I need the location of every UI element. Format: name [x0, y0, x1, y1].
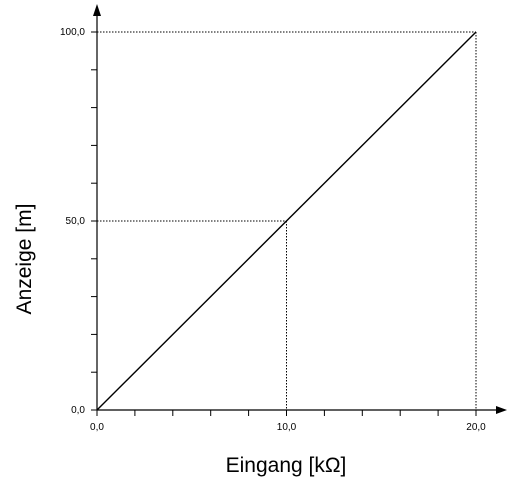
axes: [93, 4, 507, 414]
x-axis-arrow-icon: [496, 406, 507, 414]
y-tick-label: 100,0: [60, 27, 85, 38]
ticks: [91, 31, 477, 416]
reference-lines: [97, 31, 477, 410]
x-axis-title: Eingang [kΩ]: [226, 454, 347, 477]
y-tick-label: 0,0: [71, 405, 85, 416]
series-line: [96, 31, 477, 411]
y-axis-arrow-icon: [93, 4, 101, 16]
y-axis-title: Anzeige [m]: [13, 204, 36, 315]
x-tick-label: 20,0: [466, 422, 486, 433]
x-tick-label: 10,0: [277, 422, 297, 433]
tick-labels: 0,0 10,0 20,0 0,0 50,0 100,0: [60, 27, 486, 433]
series: [96, 31, 477, 411]
y-tick-label: 50,0: [66, 216, 86, 227]
x-tick-label: 0,0: [90, 422, 104, 433]
